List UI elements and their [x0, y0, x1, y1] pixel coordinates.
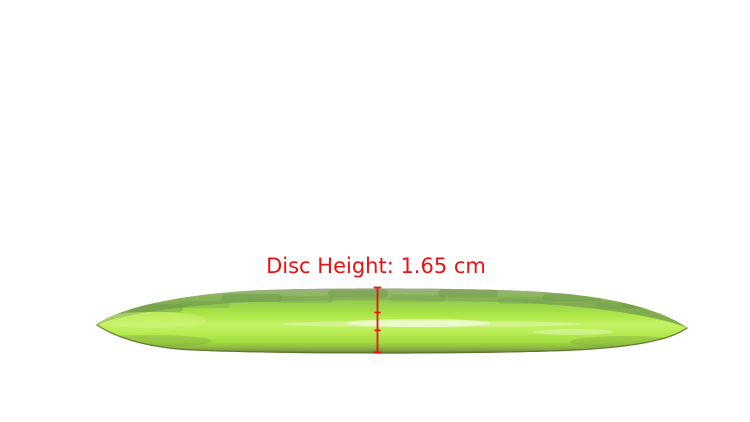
disc-highlight	[97, 312, 613, 335]
measurement-label: Disc Height: 1.65 cm	[266, 254, 486, 278]
measurement-line	[373, 286, 382, 354]
